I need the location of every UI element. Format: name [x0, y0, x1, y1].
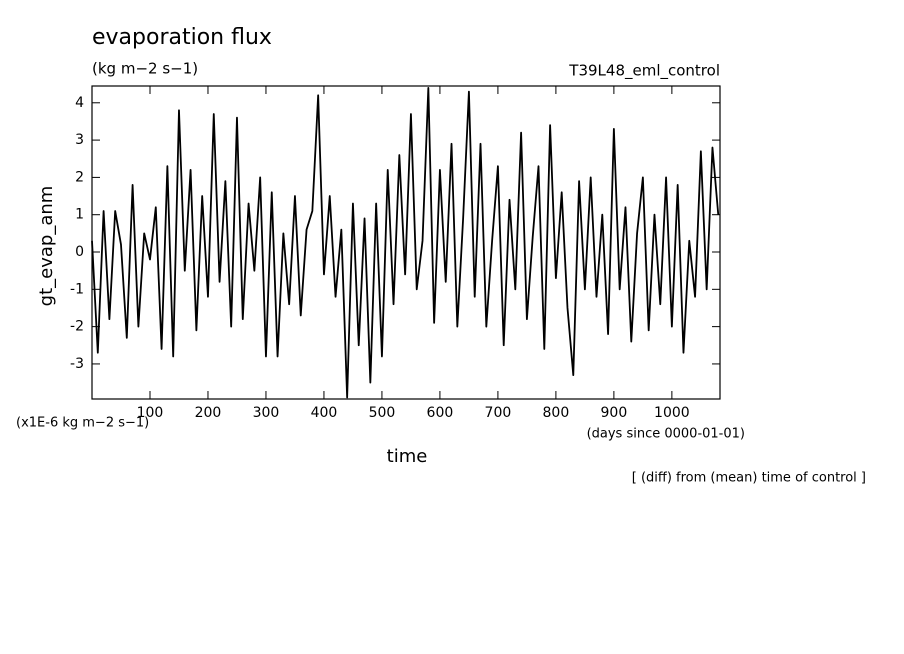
- y-tick-label: -3: [70, 356, 84, 372]
- x-unit: (days since 0000-01-01): [587, 427, 745, 442]
- chart-subtitle: (kg m−2 s−1): [92, 60, 198, 78]
- x-tick-label: 300: [253, 405, 280, 421]
- y-tick-label: 3: [75, 132, 84, 148]
- y-tick-label: 1: [75, 207, 84, 223]
- x-tick-label: 800: [543, 405, 570, 421]
- footnote: [ (diff) from (mean) time of control ]: [632, 471, 866, 486]
- y-tick-label: 2: [75, 169, 84, 185]
- x-tick-label: 1000: [654, 405, 690, 421]
- y-tick-label: -1: [70, 281, 84, 297]
- x-tick-label: 400: [311, 405, 338, 421]
- x-tick-label: 200: [195, 405, 222, 421]
- x-tick-label: 500: [369, 405, 396, 421]
- y-tick-label: 0: [75, 244, 84, 260]
- y-tick-label: -2: [70, 319, 84, 335]
- unit-note: (x1E-6 kg m−2 s−1): [16, 416, 149, 431]
- data-line: [91, 86, 720, 399]
- run-label: T39L48_eml_control: [568, 62, 720, 81]
- chart-title: evaporation flux: [92, 25, 272, 50]
- x-tick-label: 100: [137, 405, 164, 421]
- x-tick-label: 600: [427, 405, 454, 421]
- y-axis-label: gt_evap_anm: [36, 186, 57, 307]
- x-tick-label: 700: [485, 405, 512, 421]
- y-tick-label: 4: [75, 95, 84, 111]
- x-tick-label: 900: [601, 405, 628, 421]
- x-axis-label: time: [387, 446, 428, 467]
